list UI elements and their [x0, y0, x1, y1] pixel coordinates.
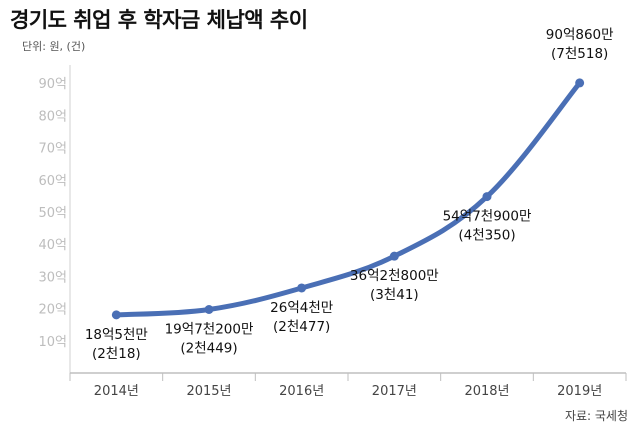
data-point [111, 310, 121, 320]
data-label-count: (3천41) [370, 287, 419, 303]
data-label-count: (2천477) [273, 319, 330, 335]
y-tick-label: 80억 [38, 109, 67, 124]
data-label-count: (7천518) [551, 46, 608, 62]
unit-note: 단위: 원, (건) [22, 40, 86, 53]
x-tick-label: 2018년 [464, 384, 509, 399]
y-tick-label: 10억 [38, 335, 67, 350]
x-tick-label: 2014년 [94, 384, 139, 399]
y-tick-label: 90억 [38, 77, 67, 92]
data-label-amount: 36억2천800만 [350, 268, 439, 284]
y-tick-label: 40억 [38, 238, 67, 253]
data-label-amount: 18억5천만 [85, 327, 148, 343]
data-label-amount: 26억4천만 [270, 300, 333, 316]
y-tick-label: 20억 [38, 303, 67, 318]
data-label-count: (4천350) [458, 228, 515, 244]
x-tick-label: 2019년 [557, 384, 602, 399]
data-point [575, 78, 585, 88]
x-tick-label: 2015년 [186, 384, 231, 399]
data-label-amount: 54억7천900만 [443, 209, 532, 225]
source-note: 자료: 국세청 [564, 409, 628, 423]
data-point [389, 251, 399, 261]
data-point [482, 192, 492, 202]
data-point [204, 305, 214, 315]
data-label-count: (2천18) [92, 346, 141, 362]
y-tick-label: 70억 [38, 142, 67, 157]
data-label-count: (2천449) [180, 341, 237, 357]
series-line [113, 80, 583, 318]
data-label-amount: 90억860만 [546, 27, 614, 43]
y-tick-label: 50억 [38, 206, 67, 221]
x-tick-label: 2016년 [279, 384, 324, 399]
chart-title: 경기도 취업 후 학자금 체납액 추이 [10, 8, 308, 32]
y-tick-label: 30억 [38, 270, 67, 285]
y-tick-label: 60억 [38, 174, 67, 189]
x-tick-label: 2017년 [372, 384, 417, 399]
data-point [297, 283, 307, 293]
data-label-amount: 19억7천200만 [165, 322, 254, 338]
